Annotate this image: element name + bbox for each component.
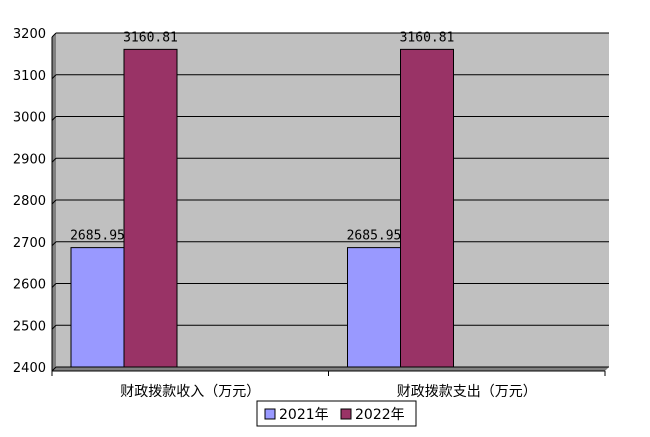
y-tick-mark: [51, 157, 57, 163]
y-tick-label: 2600: [13, 278, 46, 293]
data-labels: 2685.95 2685.95 3160.81 3160.81: [70, 30, 454, 243]
bar: [70, 247, 125, 368]
y-tick-mark: [51, 74, 57, 80]
data-label: 2685.95: [347, 229, 402, 244]
data-label: 3160.81: [400, 30, 455, 45]
data-label: 2685.95: [70, 229, 125, 244]
legend-label: 2022年: [355, 407, 405, 423]
y-tick-mark: [51, 283, 57, 288]
y-tick-mark: [51, 241, 57, 247]
data-label: 3160.81: [123, 30, 178, 45]
x-category-label: 财政拨款收入（万元）: [120, 384, 260, 400]
legend-swatch: [264, 408, 276, 420]
y-tick-label: 2700: [13, 236, 46, 251]
bar: [123, 48, 178, 368]
y-tick-mark: [51, 199, 57, 205]
y-tick-label: 3000: [13, 111, 46, 126]
plot-floor: [52, 367, 609, 371]
legend-box: [256, 400, 417, 427]
bars: [70, 48, 454, 368]
y-tick-mark: [51, 116, 57, 121]
bar: [347, 247, 401, 368]
y-tick-mark: [51, 32, 57, 38]
legend-label: 2021年: [279, 407, 329, 423]
legend: 2021年 2022年: [256, 400, 417, 427]
bar: [400, 48, 454, 368]
y-tick-label: 2900: [13, 152, 46, 167]
y-tick-label: 2500: [13, 319, 46, 334]
y-tick-label: 2800: [13, 194, 46, 209]
y-tick-mark: [51, 324, 57, 330]
x-category-label: 财政拨款支出（万元）: [397, 384, 537, 400]
legend-swatch: [340, 408, 352, 420]
y-tick-label: 2400: [13, 361, 46, 376]
axes: 2400 2500 2600 2700 2800 2900 3000 3100 3200 财政拨款…: [13, 27, 606, 400]
y-tick-mark: [51, 366, 57, 372]
y-tick-label: 3200: [13, 27, 46, 42]
y-tick-label: 3100: [13, 69, 46, 84]
